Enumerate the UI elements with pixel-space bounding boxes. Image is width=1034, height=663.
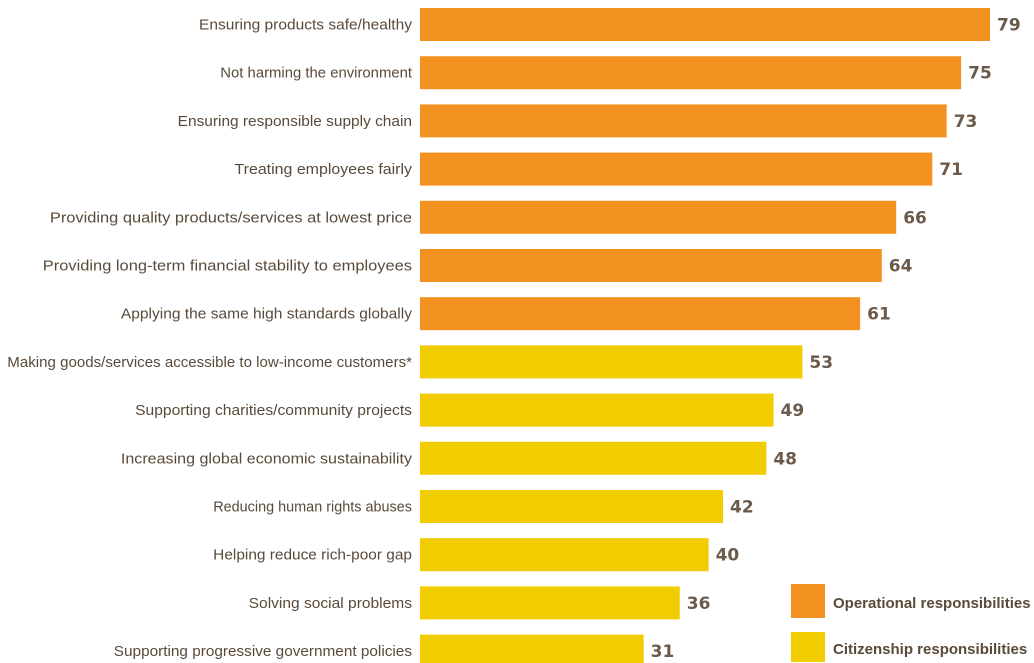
bar	[420, 441, 767, 475]
legend-swatch-operational	[791, 584, 825, 618]
value-label: 61	[867, 305, 891, 325]
legend-label-operational: Operational responsibilities	[833, 595, 1031, 612]
bar	[420, 200, 897, 234]
value-label: 40	[716, 546, 740, 566]
bar	[420, 538, 709, 572]
legend-swatch-citizenship	[791, 632, 825, 662]
category-label: Providing long-term financial stability …	[43, 258, 412, 275]
category-label: Applying the same high standards globall…	[121, 306, 413, 323]
bar	[420, 152, 933, 186]
value-label: 42	[730, 498, 754, 518]
category-label: Solving social problems	[249, 595, 412, 612]
category-label: Providing quality products/services at l…	[50, 209, 412, 226]
bar	[420, 586, 680, 620]
category-label: Supporting progressive government polici…	[114, 643, 412, 660]
bars-group: Ensuring products safe/healthy 79 Not harm…	[7, 8, 1021, 663]
value-label: 31	[651, 642, 675, 662]
category-label: Supporting charities/community projects	[135, 402, 412, 419]
bar	[420, 8, 990, 41]
legend: Operational responsibilities Citizenship…	[791, 584, 1031, 662]
legend-label-citizenship: Citizenship responsibilities	[833, 641, 1027, 658]
value-label: 36	[687, 594, 711, 614]
category-label: Making goods/services accessible to low-…	[7, 354, 412, 371]
bar	[420, 297, 861, 331]
bar	[420, 56, 962, 90]
bar	[420, 345, 803, 379]
value-label: 79	[997, 16, 1021, 36]
category-label: Not harming the environment	[220, 65, 413, 82]
category-label: Reducing human rights abuses	[213, 499, 412, 516]
value-label: 71	[939, 160, 963, 180]
bar	[420, 393, 774, 427]
bar	[420, 104, 947, 138]
category-label: Ensuring products safe/healthy	[199, 17, 413, 34]
category-label: Ensuring responsible supply chain	[178, 113, 412, 130]
value-label: 49	[781, 401, 805, 421]
bar	[420, 634, 644, 663]
value-label: 73	[954, 112, 978, 132]
category-label: Treating employees fairly	[235, 161, 413, 178]
category-label: Helping reduce rich-poor gap	[213, 547, 412, 564]
value-label: 53	[809, 353, 833, 373]
value-label: 75	[968, 64, 992, 84]
bar	[420, 249, 882, 282]
value-label: 48	[773, 449, 797, 469]
value-label: 64	[889, 257, 913, 277]
value-label: 66	[903, 208, 927, 228]
category-label: Increasing global economic sustainabilit…	[121, 450, 413, 467]
bar	[420, 490, 724, 523]
